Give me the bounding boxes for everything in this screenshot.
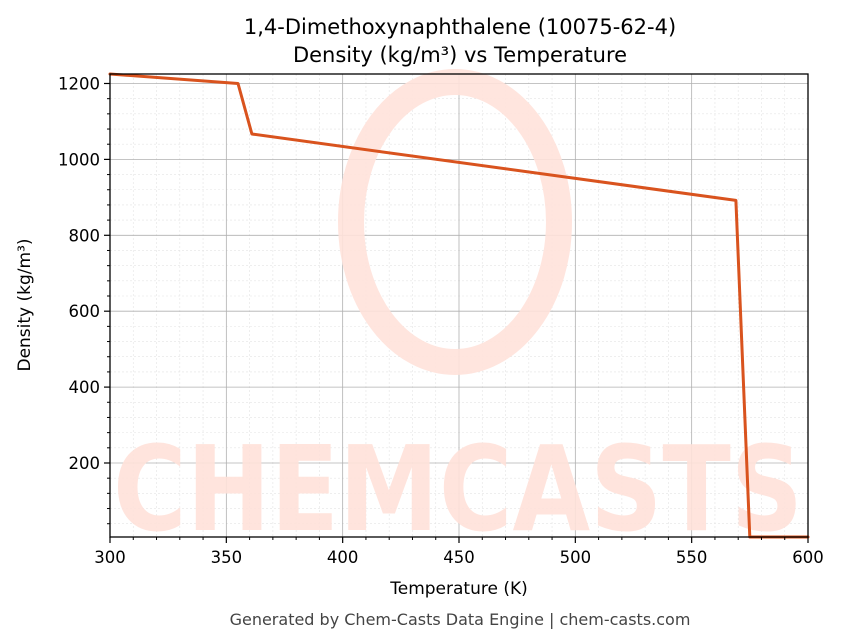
x-tick-label: 450 — [443, 548, 475, 567]
x-tick-label: 500 — [560, 548, 592, 567]
x-tick-label: 600 — [792, 548, 824, 567]
y-tick-label: 400 — [69, 378, 101, 397]
y-axis-label: Density (kg/m³) — [15, 238, 35, 371]
x-axis-label: Temperature (K) — [389, 579, 528, 599]
chart-title: 1,4-Dimethoxynaphthalene (10075-62-4) — [244, 15, 676, 39]
footer-credit: Generated by Chem-Casts Data Engine | ch… — [230, 610, 691, 629]
chemcasts-watermark: CHEMCASTS — [113, 69, 803, 558]
x-tick-label: 400 — [327, 548, 359, 567]
x-tick-label: 300 — [94, 548, 126, 567]
watermark-swirl — [338, 69, 572, 375]
axis-ticks: 300 350 400 450 500 550 600 200 400 600 800 1000 120… — [58, 74, 824, 567]
y-tick-label: 800 — [69, 226, 101, 245]
y-tick-label: 600 — [69, 302, 101, 321]
y-tick-label: 1000 — [58, 150, 100, 169]
y-tick-label: 200 — [69, 454, 101, 473]
chart-subtitle: Density (kg/m³) vs Temperature — [293, 43, 627, 67]
x-tick-label: 350 — [211, 548, 243, 567]
watermark-text: CHEMCASTS — [113, 420, 803, 558]
x-tick-label: 550 — [676, 548, 708, 567]
y-tick-label: 1200 — [58, 74, 100, 93]
